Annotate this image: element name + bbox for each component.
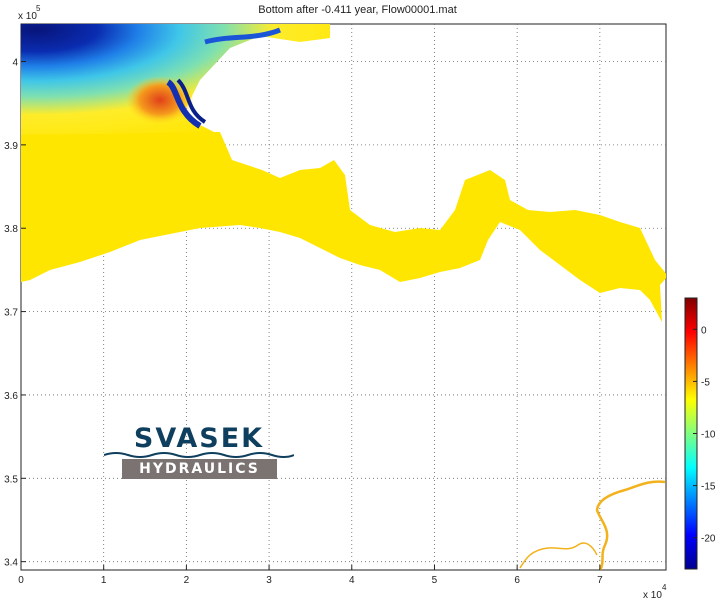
- x-axis: 0 1 2 3 4 5 6 7: [18, 565, 603, 586]
- colorbar-tick-label: -5: [701, 377, 710, 388]
- river-tributary: [519, 542, 598, 569]
- x-tick-label: 2: [184, 575, 190, 586]
- y-tick-label: 3.9: [4, 141, 18, 152]
- chart-title: Bottom after -0.411 year, Flow00001.mat: [258, 4, 457, 16]
- colorbar-tick-label: 0: [701, 325, 707, 336]
- wave-icon: [104, 452, 294, 458]
- grid-lines: [21, 24, 666, 570]
- logo-top-text: SVASEK: [133, 423, 265, 454]
- y-tick-label: 4: [12, 58, 18, 69]
- y-tick-label: 3.4: [4, 558, 18, 569]
- bathymetry-field: [21, 24, 666, 570]
- x-tick-label: 6: [514, 575, 520, 586]
- x-tick-label: 3: [266, 575, 272, 586]
- x-exponent-base: x 10: [643, 590, 662, 601]
- estuary-body: [21, 132, 666, 322]
- colorbar-tick-label: -15: [701, 482, 715, 493]
- colorbar-ticks: 0 -5 -10 -15 -20: [693, 325, 715, 545]
- river-channel: [595, 480, 666, 570]
- x-exponent: 4: [662, 583, 667, 592]
- y-tick-label: 3.6: [4, 391, 18, 402]
- logo-bottom-text: HYDRAULICS: [122, 459, 277, 479]
- y-tick-label: 3.8: [4, 224, 18, 235]
- x-tick-label: 5: [432, 575, 438, 586]
- y-exponent: 5: [36, 4, 41, 13]
- x-tick-label: 0: [18, 575, 24, 586]
- x-tick-label: 1: [101, 575, 107, 586]
- y-axis: 3.4 3.5 3.6 3.7 3.8 3.9 4: [4, 58, 26, 569]
- y-exponent-base: x 10: [18, 11, 37, 22]
- colorbar-tick-label: -10: [701, 430, 715, 441]
- x-tick-label: 7: [597, 575, 603, 586]
- y-tick-label: 3.5: [4, 474, 18, 485]
- y-tick-label: 3.7: [4, 308, 18, 319]
- deep-channel: [165, 79, 202, 129]
- colorbar-tick-label: -20: [701, 534, 715, 545]
- x-tick-label: 4: [349, 575, 355, 586]
- shoal-patch: [126, 76, 194, 124]
- svasek-logo: SVASEK HYDRAULICS: [104, 425, 294, 481]
